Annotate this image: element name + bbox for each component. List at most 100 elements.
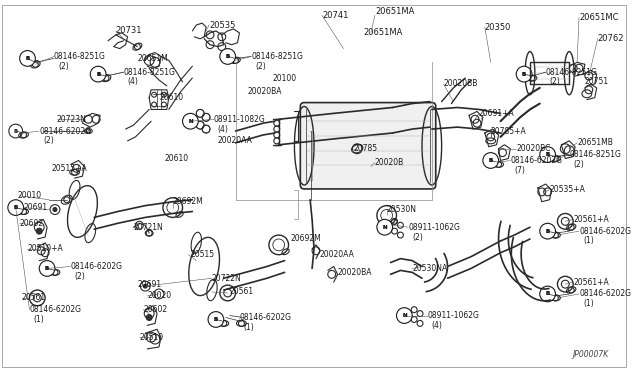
Text: 20510: 20510 xyxy=(140,333,163,341)
Text: B: B xyxy=(545,291,550,296)
Text: 20762: 20762 xyxy=(598,34,624,43)
Text: 08146-6202G: 08146-6202G xyxy=(29,305,81,314)
Text: B: B xyxy=(214,317,218,322)
Text: (2): (2) xyxy=(43,137,54,145)
Text: 08146-6202G: 08146-6202G xyxy=(510,156,563,165)
Text: 20020AA: 20020AA xyxy=(320,250,355,259)
Text: 08146-6202G: 08146-6202G xyxy=(579,227,631,235)
Circle shape xyxy=(53,208,57,212)
Text: 20561: 20561 xyxy=(230,288,254,296)
Text: 20020: 20020 xyxy=(147,291,172,301)
Circle shape xyxy=(182,113,198,129)
Text: 20651MA: 20651MA xyxy=(363,28,403,38)
Text: B: B xyxy=(45,266,49,271)
Text: 20530NA: 20530NA xyxy=(412,264,447,273)
Text: 20651MB: 20651MB xyxy=(577,138,613,147)
Text: B: B xyxy=(545,152,550,157)
Text: 08146-8251G: 08146-8251G xyxy=(124,68,175,77)
Text: 20515: 20515 xyxy=(190,250,214,259)
Text: B: B xyxy=(545,229,550,234)
Text: (1): (1) xyxy=(583,299,594,308)
Text: B: B xyxy=(96,72,100,77)
Text: 20020BA: 20020BA xyxy=(247,87,282,96)
Text: 20610: 20610 xyxy=(165,154,189,163)
Text: 20350: 20350 xyxy=(485,23,511,32)
Text: 20651M: 20651M xyxy=(138,54,168,63)
Text: 20651MC: 20651MC xyxy=(579,13,618,22)
Text: (4): (4) xyxy=(432,321,443,330)
Text: 20723N: 20723N xyxy=(57,115,87,124)
Text: B: B xyxy=(522,72,526,77)
Text: 20691: 20691 xyxy=(138,280,161,289)
Text: JP00007K: JP00007K xyxy=(572,350,609,359)
Text: (2): (2) xyxy=(255,62,266,71)
Text: (4): (4) xyxy=(127,77,138,86)
Text: N: N xyxy=(402,313,406,318)
Text: (1): (1) xyxy=(583,237,594,246)
Text: 08146-6202G: 08146-6202G xyxy=(39,126,92,135)
Text: N: N xyxy=(188,119,193,124)
Circle shape xyxy=(483,153,499,169)
Text: 20692M: 20692M xyxy=(291,234,321,244)
Text: 20610: 20610 xyxy=(160,93,184,102)
FancyBboxPatch shape xyxy=(300,103,436,189)
Circle shape xyxy=(146,315,152,320)
Circle shape xyxy=(377,219,392,235)
Text: 08911-1062G: 08911-1062G xyxy=(428,311,480,320)
Text: 08146-8251G: 08146-8251G xyxy=(569,150,621,159)
Text: B: B xyxy=(26,56,29,61)
Text: 20691+A: 20691+A xyxy=(479,109,515,118)
Text: B: B xyxy=(488,158,493,163)
Text: 08146-6202G: 08146-6202G xyxy=(579,289,631,298)
Text: 20785+A: 20785+A xyxy=(491,126,527,135)
Text: 20692M: 20692M xyxy=(173,197,204,206)
Circle shape xyxy=(540,223,556,239)
Text: 08146-8251G: 08146-8251G xyxy=(546,68,598,77)
Text: 20020BA: 20020BA xyxy=(338,268,372,277)
Text: (2): (2) xyxy=(412,232,423,241)
Text: (1): (1) xyxy=(33,315,44,324)
Text: B: B xyxy=(545,229,550,234)
Text: 20751: 20751 xyxy=(585,77,609,86)
Text: B: B xyxy=(26,56,29,61)
Circle shape xyxy=(36,228,42,234)
Text: 20010: 20010 xyxy=(18,191,42,200)
Text: 20731: 20731 xyxy=(116,26,142,35)
Circle shape xyxy=(39,261,55,276)
Text: 20741: 20741 xyxy=(322,11,348,20)
Text: 20561+A: 20561+A xyxy=(573,215,609,224)
Circle shape xyxy=(208,312,224,327)
Text: B: B xyxy=(96,72,100,77)
Text: (2): (2) xyxy=(75,272,85,281)
Circle shape xyxy=(90,66,106,82)
Text: 20020BC: 20020BC xyxy=(516,144,550,153)
Circle shape xyxy=(220,49,236,64)
Text: 20020BB: 20020BB xyxy=(444,80,478,89)
Text: 20535: 20535 xyxy=(209,20,236,29)
Text: 08146-6202G: 08146-6202G xyxy=(70,262,123,271)
Text: 20561: 20561 xyxy=(22,294,45,302)
Text: B: B xyxy=(545,152,550,157)
Circle shape xyxy=(516,66,532,82)
Text: 08911-1082G: 08911-1082G xyxy=(214,115,266,124)
Text: B: B xyxy=(488,158,493,163)
Text: (2): (2) xyxy=(573,160,584,169)
Text: B: B xyxy=(13,129,18,134)
Text: (4): (4) xyxy=(218,125,228,134)
Text: B: B xyxy=(13,205,18,210)
Text: 08911-1062G: 08911-1062G xyxy=(408,223,460,232)
Text: 08146-6202G: 08146-6202G xyxy=(239,313,291,322)
Text: 20602: 20602 xyxy=(143,305,168,314)
Text: N: N xyxy=(402,313,406,318)
Text: B: B xyxy=(225,54,230,59)
Text: (2): (2) xyxy=(58,62,68,71)
Text: 20100: 20100 xyxy=(273,74,297,83)
Text: B: B xyxy=(13,205,18,210)
Text: 20602: 20602 xyxy=(20,219,44,228)
Text: 20785: 20785 xyxy=(353,144,378,153)
Circle shape xyxy=(397,308,412,323)
Text: B: B xyxy=(225,54,230,59)
Text: 20020AA: 20020AA xyxy=(218,137,253,145)
Text: 08146-8251G: 08146-8251G xyxy=(54,52,106,61)
Text: 20722N: 20722N xyxy=(212,274,242,283)
